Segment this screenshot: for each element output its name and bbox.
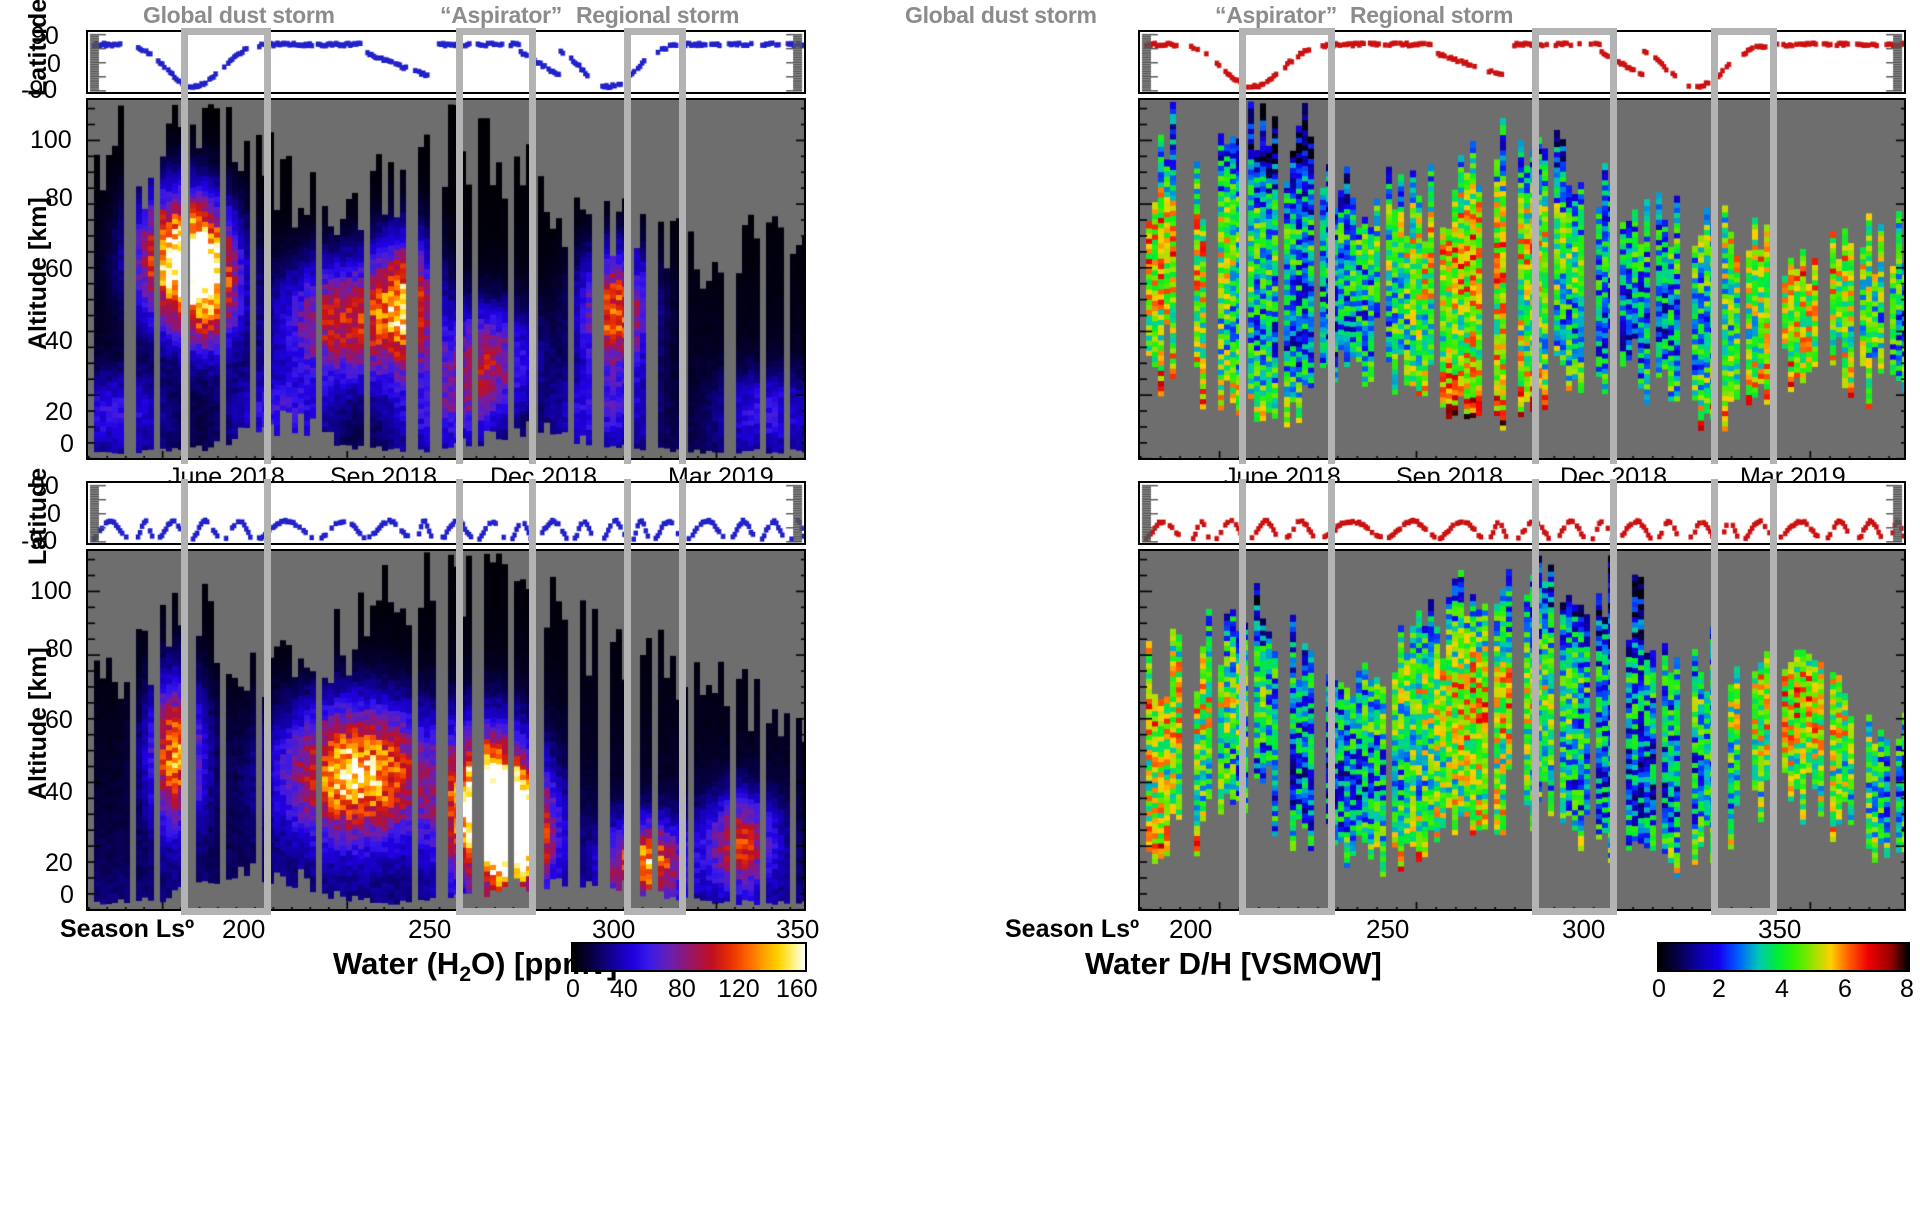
alt-tick-40-tl: 40: [45, 327, 73, 355]
water-title-part1: Water (H: [333, 946, 460, 981]
water-colorbar-title: Water (H2O) [ppmv]: [333, 946, 617, 987]
annotation-regional-storm-left: Regional storm: [576, 2, 740, 28]
annotation-aspirator-left: “Aspirator”: [440, 2, 562, 28]
ls-tick-350-right: 350: [1758, 914, 1802, 944]
heatmap-canvas-water-south: [88, 551, 804, 909]
ls-tick-300-right: 300: [1562, 914, 1606, 944]
dh-cbar-tick-2: 2: [1712, 975, 1726, 1003]
latitude-track-canvas-tl: [88, 32, 804, 92]
season-axis-label-left: Season Lsº: [60, 915, 195, 943]
alt-tick-20-tl: 20: [45, 398, 73, 426]
ls-tick-200-right: 200: [1169, 914, 1213, 944]
dh-cbar-tick-4: 4: [1775, 975, 1789, 1003]
dh-colorbar-title: Water D/H [VSMOW]: [1085, 946, 1382, 981]
lat-tick-90-tl: 90: [31, 22, 59, 50]
heatmap-water-south: [86, 549, 806, 911]
alt-tick-0-bl: 0: [60, 881, 74, 909]
annotation-regional-storm-right: Regional storm: [1350, 2, 1514, 28]
ls-tick-250-right: 250: [1366, 914, 1410, 944]
ls-tick-350-left: 350: [776, 914, 820, 944]
alt-tick-40-bl: 40: [45, 778, 73, 806]
ls-tick-300-left: 300: [592, 914, 636, 944]
lat-tick-m90-bl: -90: [21, 527, 58, 555]
alt-tick-80-bl: 80: [45, 635, 73, 663]
alt-tick-80-tl: 80: [45, 184, 73, 212]
ls-tick-250-left: 250: [408, 914, 452, 944]
annotation-global-dust-storm-right: Global dust storm: [905, 2, 1097, 28]
latitude-track-canvas-br: [1140, 483, 1904, 543]
dh-cbar-tick-6: 6: [1838, 975, 1852, 1003]
alt-tick-100-bl: 100: [30, 577, 72, 605]
latitude-track-canvas-tr: [1140, 32, 1904, 92]
water-cbar-tick-40: 40: [610, 975, 638, 1003]
latitude-strip-dh-north: [1138, 30, 1906, 94]
lat-tick-m90-tl: -90: [21, 76, 58, 104]
water-colorbar: [571, 942, 807, 972]
alt-tick-60-bl: 60: [45, 706, 73, 734]
latitude-strip-water-north: [86, 30, 806, 94]
annotation-global-dust-storm-left: Global dust storm: [143, 2, 335, 28]
dh-colorbar: [1657, 942, 1910, 972]
water-cbar-tick-80: 80: [668, 975, 696, 1003]
latitude-strip-water-south: [86, 481, 806, 545]
alt-tick-0-tl: 0: [60, 430, 74, 458]
lat-tick-0-tl: 0: [47, 50, 61, 78]
heatmap-canvas-dh-south: [1140, 551, 1904, 909]
dh-cbar-tick-8: 8: [1900, 975, 1914, 1003]
heatmap-canvas-dh-north: [1140, 100, 1904, 458]
water-cbar-tick-120: 120: [718, 975, 760, 1003]
alt-tick-20-bl: 20: [45, 849, 73, 877]
heatmap-dh-north: [1138, 98, 1906, 460]
heatmap-water-north: [86, 98, 806, 460]
annotation-aspirator-right: “Aspirator”: [1215, 2, 1337, 28]
lat-tick-90-bl: 90: [31, 472, 59, 500]
alt-tick-60-tl: 60: [45, 255, 73, 283]
water-cbar-tick-0: 0: [566, 975, 580, 1003]
latitude-strip-dh-south: [1138, 481, 1906, 545]
dh-cbar-tick-0: 0: [1652, 975, 1666, 1003]
latitude-track-canvas-bl: [88, 483, 804, 543]
heatmap-dh-south: [1138, 549, 1906, 911]
water-title-sub: 2: [459, 963, 471, 987]
heatmap-canvas-water-north: [88, 100, 804, 458]
water-cbar-tick-160: 160: [776, 975, 818, 1003]
lat-tick-0-bl: 0: [47, 500, 61, 528]
ls-tick-200-left: 200: [222, 914, 266, 944]
season-axis-label-right: Season Lsº: [1005, 915, 1140, 943]
alt-tick-100-tl: 100: [30, 126, 72, 154]
